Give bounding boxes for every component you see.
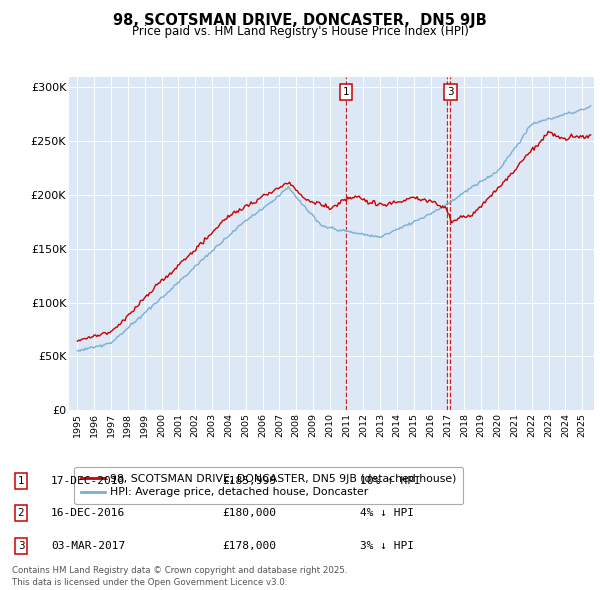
Text: 3: 3 — [17, 541, 25, 550]
Text: 03-MAR-2017: 03-MAR-2017 — [51, 541, 125, 550]
Legend: 98, SCOTSMAN DRIVE, DONCASTER, DN5 9JB (detached house), HPI: Average price, det: 98, SCOTSMAN DRIVE, DONCASTER, DN5 9JB (… — [74, 467, 463, 504]
Text: 16-DEC-2016: 16-DEC-2016 — [51, 509, 125, 518]
Text: 10% ↑ HPI: 10% ↑ HPI — [360, 476, 421, 486]
Text: 2: 2 — [17, 509, 25, 518]
Text: 1: 1 — [17, 476, 25, 486]
Text: 3: 3 — [447, 87, 454, 97]
Text: £178,000: £178,000 — [222, 541, 276, 550]
Text: 1: 1 — [343, 87, 349, 97]
Text: £185,999: £185,999 — [222, 476, 276, 486]
Text: Contains HM Land Registry data © Crown copyright and database right 2025.
This d: Contains HM Land Registry data © Crown c… — [12, 566, 347, 587]
Text: 3% ↓ HPI: 3% ↓ HPI — [360, 541, 414, 550]
Text: £180,000: £180,000 — [222, 509, 276, 518]
Text: 4% ↓ HPI: 4% ↓ HPI — [360, 509, 414, 518]
Text: Price paid vs. HM Land Registry's House Price Index (HPI): Price paid vs. HM Land Registry's House … — [131, 25, 469, 38]
Text: 98, SCOTSMAN DRIVE, DONCASTER,  DN5 9JB: 98, SCOTSMAN DRIVE, DONCASTER, DN5 9JB — [113, 13, 487, 28]
Text: 17-DEC-2010: 17-DEC-2010 — [51, 476, 125, 486]
